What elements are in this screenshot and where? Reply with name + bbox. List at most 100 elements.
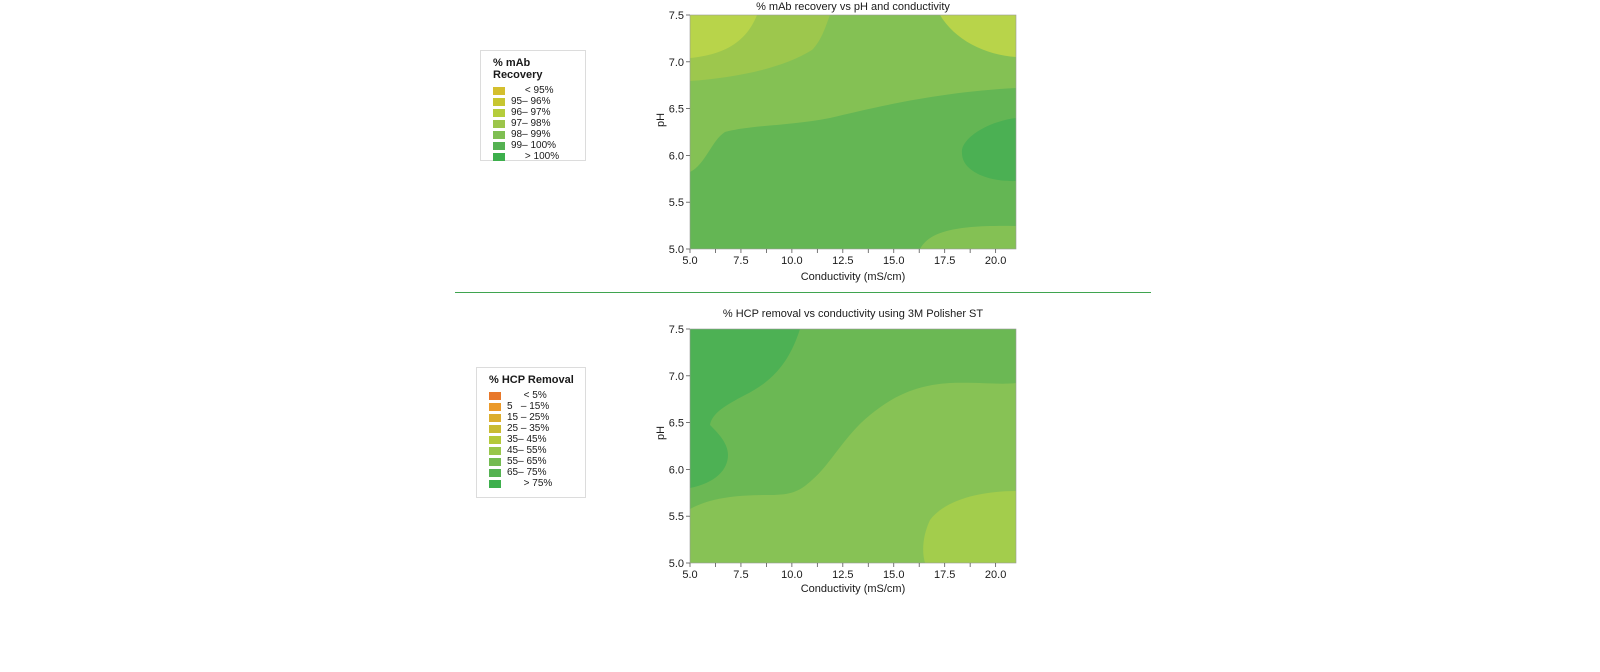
y-tick-label: 5.5 bbox=[669, 197, 684, 209]
x-tick-label: 10.0 bbox=[781, 255, 802, 267]
x-tick-label: 15.0 bbox=[883, 569, 904, 581]
y-tick-label: 7.5 bbox=[669, 324, 684, 336]
legend-swatch bbox=[489, 479, 501, 488]
legend-item: > 100% bbox=[493, 151, 575, 162]
x-tick-label: 12.5 bbox=[832, 255, 853, 267]
legend-title: % HCP Removal bbox=[489, 374, 574, 386]
legend-swatch bbox=[493, 130, 505, 139]
x-tick-label: 10.0 bbox=[781, 569, 802, 581]
legend-title: % mAb Recovery bbox=[493, 57, 543, 81]
legend-item: 99– 100% bbox=[493, 140, 575, 151]
legend-swatch bbox=[489, 391, 501, 400]
y-axis-label: pH bbox=[655, 426, 667, 440]
contour-region-65-75 bbox=[690, 329, 800, 488]
legend-label: 97– 98% bbox=[511, 118, 551, 129]
legend-items: < 5% 5 – 15% 15 – 25% 25 – 35% 35– 45% 45– 55… bbox=[489, 390, 575, 489]
plot-frame bbox=[689, 328, 1017, 564]
legend-item: 55– 65% bbox=[489, 456, 575, 467]
legend-item: 98– 99% bbox=[493, 129, 575, 140]
x-tick-label: 20.0 bbox=[985, 569, 1006, 581]
legend-swatch bbox=[493, 141, 505, 150]
legend-items: < 95% 95– 96% 96– 97% 97– 98% 98– 99% 99– 100… bbox=[493, 85, 575, 162]
legend-swatch bbox=[493, 119, 505, 128]
legend-item: 97– 98% bbox=[493, 118, 575, 129]
y-tick-label: 7.0 bbox=[669, 57, 684, 69]
legend-swatch bbox=[493, 108, 505, 117]
legend-item: 96– 97% bbox=[493, 107, 575, 118]
legend-item: 65– 75% bbox=[489, 467, 575, 478]
panel-divider bbox=[455, 292, 1151, 293]
x-tick-label: 7.5 bbox=[733, 569, 748, 581]
legend-swatch bbox=[489, 402, 501, 411]
legend-label: 55– 65% bbox=[507, 456, 547, 467]
y-tick-label: 5.0 bbox=[669, 244, 684, 256]
x-tick-label: 12.5 bbox=[832, 569, 853, 581]
y-axis-label: pH bbox=[655, 113, 667, 127]
y-tick-label: 6.0 bbox=[669, 150, 684, 162]
legend-label: 95– 96% bbox=[511, 96, 551, 107]
legend-swatch bbox=[489, 468, 501, 477]
y-tick-label: 6.0 bbox=[669, 464, 684, 476]
legend-item: 15 – 25% bbox=[489, 412, 575, 423]
legend-mab-recovery: % mAb Recovery < 95% 95– 96% 96– 97% 97– 98… bbox=[480, 50, 586, 162]
y-tick-label: 5.0 bbox=[669, 558, 684, 570]
legend-item: < 95% bbox=[493, 85, 575, 96]
legend-label: 25 – 35% bbox=[507, 423, 550, 434]
legend-label: 45– 55% bbox=[507, 445, 547, 456]
contour-chart-hcp-removal: 5.0 7.5 10.0 12.5 15.0 17.5 20.0 5.0 5.5 6.0 6.5 7… bbox=[655, 308, 1017, 595]
y-axis: 5.0 5.5 6.0 6.5 7.0 7.5 bbox=[669, 10, 690, 256]
legend-label: > 75% bbox=[507, 478, 553, 489]
legend-label: 5 – 15% bbox=[507, 401, 550, 412]
plot-frame bbox=[689, 14, 1017, 250]
legend-label: 65– 75% bbox=[507, 467, 547, 478]
legend-swatch bbox=[493, 97, 505, 106]
contour-chart-mab-recovery: 5.0 7.5 10.0 12.5 15.0 17.5 20.0 5.0 5.5 6.0 6.5 7… bbox=[655, 1, 1017, 283]
legend-label: 15 – 25% bbox=[507, 412, 550, 423]
contour-region-35-45 bbox=[923, 491, 1016, 563]
x-axis: 5.0 7.5 10.0 12.5 15.0 17.5 20.0 bbox=[682, 249, 1006, 267]
x-tick-label: 17.5 bbox=[934, 569, 955, 581]
chart-panel-hcp-removal: % HCP Removal < 5% 5 – 15% 15 – 25% 25 – 35… bbox=[0, 305, 1600, 605]
y-tick-label: 6.5 bbox=[669, 418, 684, 430]
x-tick-label: 5.0 bbox=[682, 569, 697, 581]
contour-region-98-99-bottom bbox=[920, 225, 1016, 249]
y-tick-label: 6.5 bbox=[669, 104, 684, 116]
legend-hcp-removal: % HCP Removal < 5% 5 – 15% 15 – 25% 25 – 35… bbox=[476, 367, 586, 498]
legend-item: 35– 45% bbox=[489, 434, 575, 445]
legend-label: < 5% bbox=[507, 390, 547, 401]
y-tick-label: 7.5 bbox=[669, 10, 684, 22]
x-tick-label: 7.5 bbox=[733, 255, 748, 267]
y-tick-label: 5.5 bbox=[669, 511, 684, 523]
legend-item: 95– 96% bbox=[493, 96, 575, 107]
legend-swatch bbox=[489, 435, 501, 444]
legend-item: > 75% bbox=[489, 478, 575, 489]
legend-label: 35– 45% bbox=[507, 434, 547, 445]
plot-area bbox=[690, 329, 1016, 563]
x-tick-label: 17.5 bbox=[934, 255, 955, 267]
legend-label: 96– 97% bbox=[511, 107, 551, 118]
legend-item: 5 – 15% bbox=[489, 401, 575, 412]
y-axis: 5.0 5.5 6.0 6.5 7.0 7.5 bbox=[669, 324, 690, 570]
legend-swatch bbox=[493, 152, 505, 161]
x-tick-label: 20.0 bbox=[985, 255, 1006, 267]
plot-area bbox=[690, 15, 1016, 249]
chart-panel-mab-recovery: % mAb Recovery < 95% 95– 96% 96– 97% 97– 98… bbox=[0, 0, 1600, 300]
y-tick-label: 7.0 bbox=[669, 371, 684, 383]
legend-label: > 100% bbox=[511, 151, 560, 162]
legend-label: < 95% bbox=[511, 85, 554, 96]
chart-title: % HCP removal vs conductivity using 3M P… bbox=[723, 308, 984, 320]
legend-swatch bbox=[489, 413, 501, 422]
legend-label: 99– 100% bbox=[511, 140, 557, 151]
legend-swatch bbox=[489, 446, 501, 455]
x-axis-label: Conductivity (mS/cm) bbox=[801, 271, 906, 283]
x-axis: 5.0 7.5 10.0 12.5 15.0 17.5 20.0 bbox=[682, 563, 1006, 581]
legend-swatch bbox=[489, 457, 501, 466]
contour-region-gt-100 bbox=[961, 118, 1016, 182]
x-tick-label: 15.0 bbox=[883, 255, 904, 267]
legend-item: 25 – 35% bbox=[489, 423, 575, 434]
legend-swatch bbox=[489, 424, 501, 433]
legend-item: < 5% bbox=[489, 390, 575, 401]
x-tick-label: 5.0 bbox=[682, 255, 697, 267]
chart-title: % mAb recovery vs pH and conductivity bbox=[756, 1, 950, 13]
legend-item: 45– 55% bbox=[489, 445, 575, 456]
